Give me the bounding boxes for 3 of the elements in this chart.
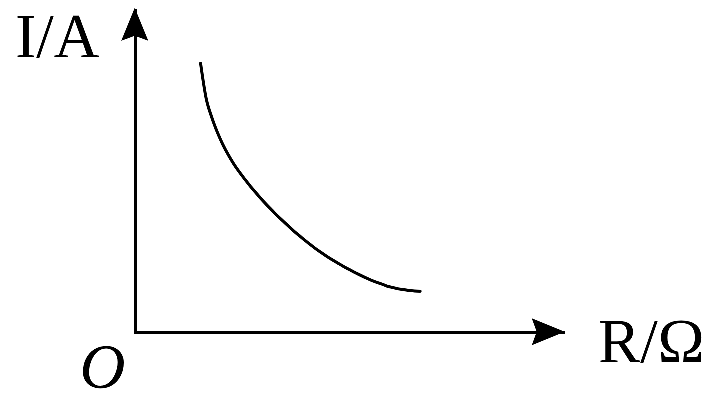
y-axis-title: I/A [16,2,100,72]
x-axis-title: R/Ω [598,306,705,376]
text: O [80,332,126,400]
